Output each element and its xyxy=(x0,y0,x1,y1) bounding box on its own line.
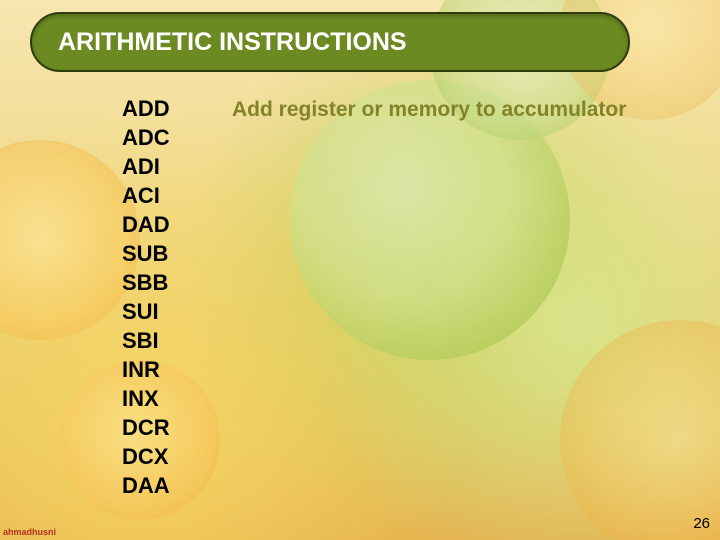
mnemonic: DCX xyxy=(122,444,232,470)
list-item: SUI xyxy=(122,299,626,328)
list-item: ACI xyxy=(122,183,626,212)
bg-orange-1 xyxy=(0,140,140,340)
footer-page: 26 xyxy=(693,515,710,532)
footer-author: ahmadhusni xyxy=(3,527,56,537)
description: Add register or memory to accumulator xyxy=(232,98,626,122)
mnemonic: ACI xyxy=(122,183,232,209)
list-item: INR xyxy=(122,357,626,386)
list-item: SUB xyxy=(122,241,626,270)
mnemonic: DAA xyxy=(122,473,232,499)
list-item: DAA xyxy=(122,473,626,502)
mnemonic: SUI xyxy=(122,299,232,325)
mnemonic: SBB xyxy=(122,270,232,296)
list-item: DCX xyxy=(122,444,626,473)
list-item: ADD Add register or memory to accumulato… xyxy=(122,96,626,125)
list-item: INX xyxy=(122,386,626,415)
mnemonic: DCR xyxy=(122,415,232,441)
title-box: ARITHMETIC INSTRUCTIONS xyxy=(30,12,630,72)
mnemonic: ADD xyxy=(122,96,232,122)
mnemonic: ADI xyxy=(122,154,232,180)
mnemonic: INX xyxy=(122,386,232,412)
list-item: DAD xyxy=(122,212,626,241)
mnemonic: SUB xyxy=(122,241,232,267)
mnemonic: DAD xyxy=(122,212,232,238)
list-item: DCR xyxy=(122,415,626,444)
list-item: ADI xyxy=(122,154,626,183)
instruction-list: ADD Add register or memory to accumulato… xyxy=(122,96,626,502)
list-item: SBB xyxy=(122,270,626,299)
mnemonic: SBI xyxy=(122,328,232,354)
mnemonic: ADC xyxy=(122,125,232,151)
slide: ARITHMETIC INSTRUCTIONS ADD Add register… xyxy=(0,0,720,540)
list-item: SBI xyxy=(122,328,626,357)
list-item: ADC xyxy=(122,125,626,154)
slide-title: ARITHMETIC INSTRUCTIONS xyxy=(58,28,407,57)
mnemonic: INR xyxy=(122,357,232,383)
